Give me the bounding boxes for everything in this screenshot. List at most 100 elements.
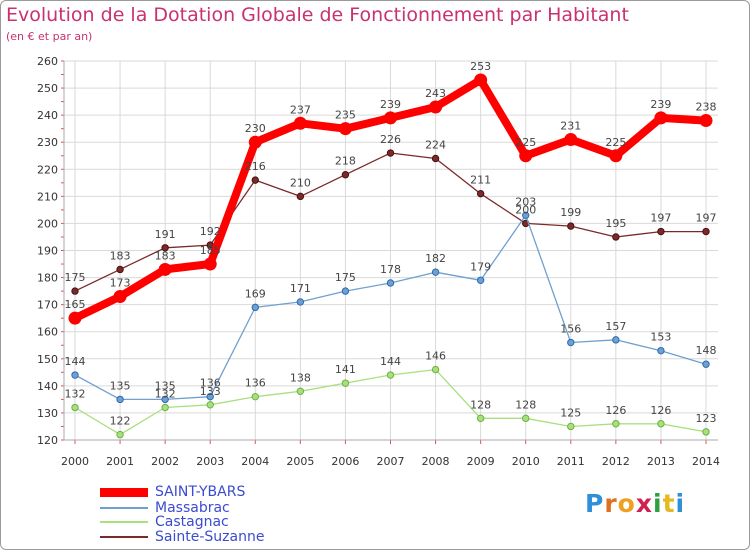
data-point-saint-ybars (609, 149, 623, 163)
data-point-saint-ybars (293, 116, 307, 130)
data-point-massabrac (71, 371, 79, 379)
legend-item-saint-ybars: SAINT-YBARS (100, 484, 360, 500)
series-layer (68, 73, 713, 439)
data-point-massabrac (341, 287, 350, 295)
data-label-castagnac: 141 (335, 363, 356, 376)
logo-letter: o (617, 489, 636, 518)
data-point-castagnac (251, 392, 259, 401)
data-point-saint-ybars (654, 111, 668, 125)
data-point-massabrac (522, 211, 530, 220)
logo-letter: P (585, 489, 605, 518)
data-label-sainte-suzanne: 224 (425, 138, 446, 151)
data-point-castagnac (657, 420, 665, 428)
data-label-sainte-suzanne: 191 (155, 228, 176, 241)
data-label-castagnac: 138 (290, 371, 311, 384)
data-label-castagnac: 128 (470, 398, 491, 411)
x-tick-label: 2003 (196, 455, 224, 468)
legend-swatch-saint-ybars (100, 488, 148, 497)
data-label-massabrac: 157 (605, 320, 626, 333)
data-label-castagnac: 146 (425, 350, 446, 363)
legend-label-castagnac: Castagnac (155, 514, 229, 530)
data-label-castagnac: 126 (605, 404, 626, 417)
data-label-saint-ybars: 239 (650, 98, 671, 111)
data-label-massabrac: 175 (335, 271, 356, 284)
data-label-massabrac: 135 (155, 379, 176, 392)
data-point-saint-ybars (384, 111, 397, 125)
data-point-sainte-suzanne (116, 265, 124, 274)
data-label-sainte-suzanne: 216 (245, 160, 266, 173)
data-label-castagnac: 123 (696, 412, 717, 425)
data-label-massabrac: 203 (515, 195, 536, 208)
x-tick-label: 2012 (602, 455, 630, 468)
data-label-castagnac: 132 (155, 388, 176, 401)
data-point-massabrac (567, 338, 575, 347)
data-label-sainte-suzanne: 200 (515, 203, 536, 216)
data-point-massabrac (476, 276, 485, 284)
x-tick-label: 2002 (151, 455, 179, 468)
data-point-castagnac (386, 371, 395, 379)
data-point-sainte-suzanne (476, 189, 485, 198)
x-tick-label: 2009 (467, 455, 495, 468)
data-point-sainte-suzanne (251, 176, 259, 184)
x-tick-label: 2001 (106, 455, 134, 468)
legend-swatch-castagnac (100, 521, 148, 523)
data-label-castagnac: 136 (245, 377, 266, 390)
legend-swatch-massabrac (100, 507, 148, 509)
data-label-castagnac: 126 (650, 404, 671, 417)
data-label-sainte-suzanne: 195 (605, 217, 626, 230)
data-point-castagnac (522, 414, 530, 423)
logo-letter: x (635, 489, 653, 518)
data-label-sainte-suzanne: 211 (470, 174, 491, 187)
data-point-sainte-suzanne (161, 244, 169, 252)
data-point-castagnac (206, 401, 214, 409)
data-point-sainte-suzanne (71, 287, 79, 295)
data-label-castagnac: 133 (200, 385, 221, 398)
data-label-saint-ybars: 231 (560, 120, 581, 133)
legend-label-sainte-suzanne: Sainte-Suzanne (155, 529, 265, 545)
data-point-castagnac (702, 428, 710, 436)
data-point-saint-ybars (203, 257, 217, 271)
data-point-saint-ybars (519, 149, 533, 163)
y-tick-label: 240 (37, 109, 58, 122)
data-label-saint-ybars: 238 (696, 101, 717, 114)
y-tick-label: 130 (37, 407, 58, 420)
data-point-castagnac (161, 403, 169, 412)
data-point-massabrac (702, 360, 710, 368)
y-tick-label: 230 (37, 136, 58, 149)
data-labels: 175 183 191 192 216 210 218 226 224 211 200 199 195 1… (65, 60, 717, 428)
data-label-sainte-suzanne: 226 (380, 133, 401, 146)
data-point-castagnac (71, 403, 79, 412)
data-label-sainte-suzanne: 218 (335, 155, 356, 168)
data-point-saint-ybars (68, 311, 82, 325)
data-label-castagnac: 122 (110, 415, 131, 428)
data-label-massabrac: 156 (560, 323, 581, 336)
data-point-saint-ybars (158, 262, 172, 276)
data-label-saint-ybars: 253 (470, 60, 491, 73)
chart-title: Evolution de la Dotation Globale de Fonc… (6, 4, 629, 26)
data-point-sainte-suzanne (386, 149, 395, 157)
legend-label-massabrac: Massabrac (155, 500, 230, 516)
y-tick-label: 260 (37, 55, 58, 68)
data-label-massabrac: 148 (696, 344, 717, 357)
data-label-saint-ybars: 225 (515, 136, 536, 149)
data-point-saint-ybars (699, 114, 713, 128)
data-point-massabrac (386, 279, 395, 287)
data-label-saint-ybars: 239 (380, 98, 401, 111)
data-label-sainte-suzanne: 197 (650, 212, 671, 225)
logo-letter: i (653, 489, 663, 518)
data-point-massabrac (116, 395, 124, 404)
y-tick-label: 210 (37, 190, 58, 203)
data-label-sainte-suzanne: 210 (290, 176, 311, 189)
logo-letter: r (604, 489, 618, 518)
x-tick-label: 2011 (557, 455, 585, 468)
data-label-castagnac: 125 (560, 406, 581, 419)
data-label-massabrac: 171 (290, 282, 311, 295)
data-point-saint-ybars (474, 73, 488, 87)
data-point-massabrac (206, 392, 214, 401)
data-label-saint-ybars: 237 (290, 103, 311, 116)
data-point-sainte-suzanne (341, 171, 350, 179)
data-label-massabrac: 144 (65, 355, 86, 368)
data-label-massabrac: 169 (245, 287, 266, 300)
y-tick-label: 160 (37, 326, 58, 339)
